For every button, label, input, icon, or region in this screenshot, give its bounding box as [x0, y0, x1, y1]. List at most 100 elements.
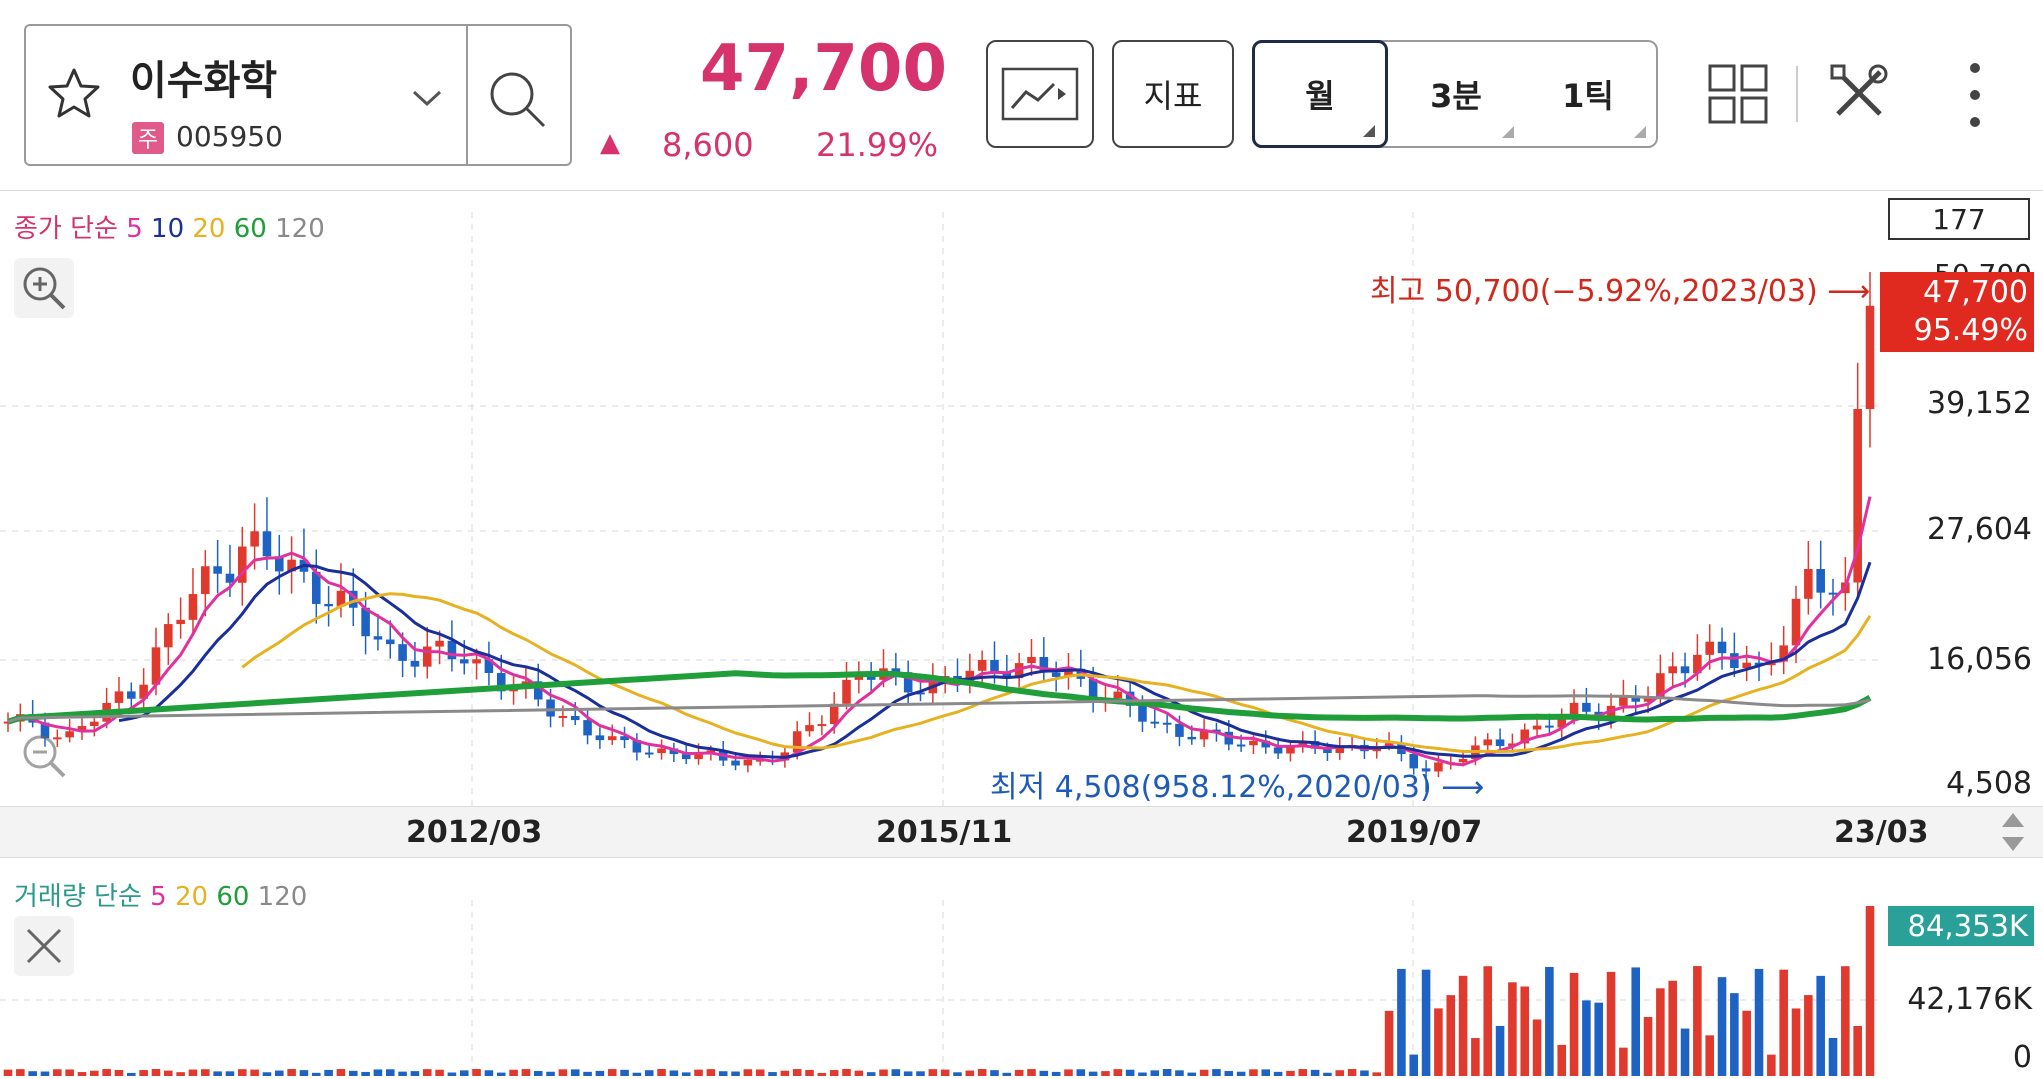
candle-body: [1730, 653, 1739, 669]
indicator-button[interactable]: 지표: [1112, 40, 1234, 148]
volume-bar: [1483, 966, 1493, 1076]
more-menu-icon[interactable]: [1960, 60, 1990, 130]
candle-body: [435, 640, 444, 647]
volume-bar: [1582, 1000, 1591, 1076]
volume-chart[interactable]: [0, 900, 2043, 1079]
candle-body: [1138, 705, 1147, 722]
market-badge: 주: [132, 122, 164, 154]
candle-body: [1779, 645, 1788, 662]
volume-bar: [1816, 975, 1825, 1076]
volume-bar: [1828, 1037, 1838, 1076]
line-chart-icon: [1001, 67, 1079, 121]
volume-bar: [373, 1069, 383, 1076]
current-price-badge-value: 47,700: [1923, 275, 2028, 310]
volume-bar: [139, 1070, 148, 1076]
volume-bar: [1064, 1069, 1073, 1076]
volume-bar: [1606, 971, 1616, 1076]
volume-bar: [1187, 1072, 1197, 1076]
candle-body: [1298, 741, 1308, 746]
volume-bar: [731, 1071, 740, 1076]
candle-body: [1236, 744, 1246, 747]
volume-bar: [940, 1069, 950, 1076]
volume-bar: [879, 1069, 888, 1076]
candle-body: [1421, 768, 1431, 772]
volume-bar: [361, 1071, 370, 1076]
volume-bar: [1458, 975, 1468, 1076]
stock-selector[interactable]: 이수화학 주 005950: [24, 24, 572, 166]
period-month-button[interactable]: 월: [1252, 40, 1388, 148]
tools-icon[interactable]: [1826, 62, 1890, 126]
period-tick-button[interactable]: 1틱: [1520, 42, 1656, 146]
volume-bar: [854, 1070, 864, 1076]
current-price: 47,700: [700, 32, 947, 106]
close-icon[interactable]: [14, 916, 74, 976]
candle-body: [1643, 698, 1653, 702]
ma5-line: [7, 496, 1872, 767]
zoom-out-icon[interactable]: [14, 726, 74, 786]
volume-bar: [1310, 1069, 1320, 1076]
volume-bar: [28, 1071, 37, 1076]
candle-body: [398, 644, 407, 661]
candle-body: [201, 566, 210, 595]
volume-bar: [151, 1069, 161, 1076]
zoom-in-icon[interactable]: [14, 258, 74, 318]
candle-body: [151, 647, 161, 685]
volume-bar: [213, 1071, 222, 1076]
ma10-line: [118, 561, 1872, 759]
candle-body: [1064, 668, 1073, 677]
candle-body: [1656, 673, 1665, 699]
volume-bar: [1335, 1070, 1345, 1076]
volume-bar: [90, 1070, 99, 1076]
volume-bar: [1865, 906, 1875, 1076]
volume-bar: [1372, 1072, 1382, 1076]
candle-body: [1545, 725, 1554, 728]
candle-body: [1619, 695, 1628, 706]
candle-body: [324, 603, 333, 607]
price-change-pct: 21.99%: [815, 126, 938, 164]
volume-bar: [558, 1069, 568, 1076]
period-3min-button[interactable]: 3분: [1388, 42, 1524, 146]
volume-bar: [509, 1069, 518, 1076]
x-axis: 2012/03 2015/11 2019/07 23/03: [0, 806, 2043, 858]
volume-bar: [706, 1069, 716, 1076]
volume-bar: [1557, 1044, 1567, 1076]
candle-body: [1508, 743, 1517, 747]
volume-bar: [595, 1070, 605, 1076]
volume-bar: [201, 1069, 210, 1076]
volume-bar: [607, 1069, 617, 1076]
volume-bar: [1495, 1025, 1505, 1076]
candle-body: [176, 619, 185, 625]
volume-bar: [1150, 1070, 1160, 1076]
price-chart[interactable]: [0, 192, 2043, 806]
favorite-star-icon[interactable]: [44, 64, 104, 124]
ma20-line: [241, 592, 1872, 753]
volume-bar: [1286, 1070, 1295, 1076]
candle-body: [459, 659, 469, 664]
volume-bar: [546, 1071, 555, 1076]
volume-bar: [1717, 977, 1727, 1076]
layout-grid-icon[interactable]: [1708, 64, 1768, 124]
y-axis-label: 16,056: [1927, 642, 2032, 677]
candle-body: [188, 594, 198, 620]
candle-body: [1335, 745, 1345, 754]
scroll-updown-icon[interactable]: [1998, 809, 2028, 855]
volume-bar: [1804, 995, 1813, 1076]
chart-type-button[interactable]: [986, 40, 1094, 148]
volume-bar: [1508, 982, 1517, 1076]
candle-body: [1483, 739, 1493, 746]
candle-body: [1804, 568, 1813, 599]
divider: [466, 26, 468, 164]
search-icon[interactable]: [484, 66, 554, 136]
candle-body: [496, 673, 506, 692]
candle-body: [311, 571, 321, 604]
chevron-down-icon[interactable]: [410, 86, 444, 110]
candle-body: [1162, 722, 1172, 725]
candle-body: [1002, 672, 1012, 679]
candle-body: [139, 684, 148, 699]
candle-body: [842, 679, 851, 704]
count-box[interactable]: 177: [1888, 198, 2030, 240]
volume-bar: [238, 1069, 247, 1076]
volume-bar: [1409, 1054, 1419, 1076]
volume-bar: [928, 1069, 938, 1076]
low-annotation-text: 최저 4,508(958.12%,2020/03): [990, 770, 1432, 805]
